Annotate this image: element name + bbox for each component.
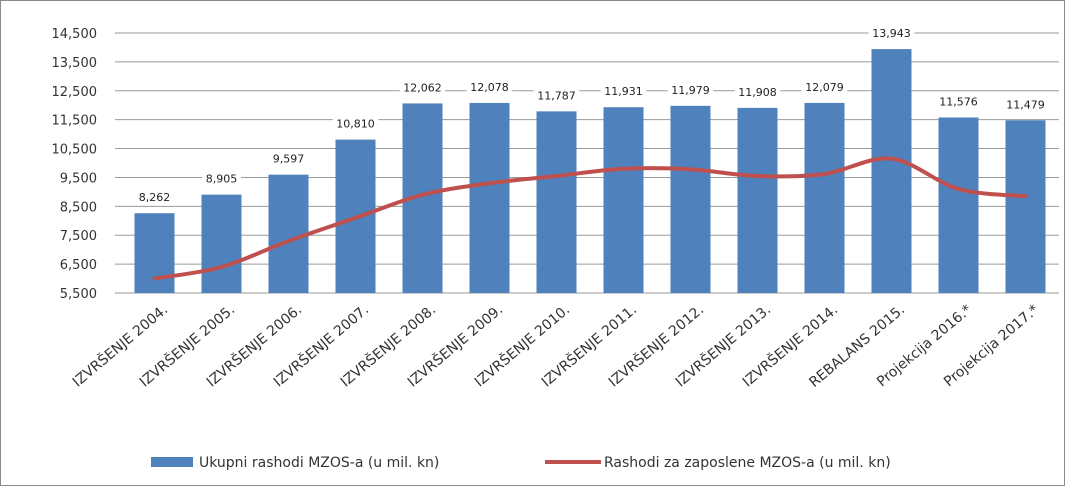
line-series xyxy=(152,156,1028,281)
bar xyxy=(737,107,778,293)
legend-swatch-bars xyxy=(151,457,193,467)
data-label-bg xyxy=(135,190,174,206)
data-label-bg xyxy=(1002,97,1049,113)
bar xyxy=(536,111,577,294)
data-label-bg xyxy=(466,79,513,95)
legend-label-bars: Ukupni rashodi MZOS-a (u mil. kn) xyxy=(199,455,439,471)
data-label: 11,931 xyxy=(604,85,643,98)
data-label: 12,078 xyxy=(470,81,509,94)
y-tick-label: 14,500 xyxy=(52,27,98,42)
data-label: 11,979 xyxy=(671,84,710,97)
data-label: 11,479 xyxy=(1006,98,1045,111)
y-tick-label: 12,500 xyxy=(52,85,98,100)
legend: Ukupni rashodi MZOS-a (u mil. kn) Rashod… xyxy=(151,455,891,471)
y-tick-label: 6,500 xyxy=(60,258,97,273)
data-label: 13,943 xyxy=(872,27,911,40)
bar xyxy=(938,117,979,294)
bar xyxy=(201,194,242,293)
y-tick-label: 13,500 xyxy=(52,56,98,71)
data-label-bg xyxy=(600,84,647,100)
bar xyxy=(871,49,912,293)
data-label: 8,262 xyxy=(139,191,171,204)
data-label-bg xyxy=(332,116,379,132)
data-label: 10,810 xyxy=(336,118,375,131)
data-label: 8,905 xyxy=(206,173,238,186)
bar xyxy=(134,213,175,293)
data-label-bg xyxy=(801,79,848,95)
data-label-bg xyxy=(533,88,580,104)
x-axis: IZVRŠENJE 2004.IZVRŠENJE 2005.IZVRŠENJE … xyxy=(69,300,1043,391)
data-labels: 8,262 8,905 9,597 10,810 12,062 12,078 11,787 1… xyxy=(135,26,1049,206)
data-label: 9,597 xyxy=(273,153,305,166)
data-label: 11,908 xyxy=(738,86,777,99)
bar xyxy=(469,102,510,293)
data-label-bg xyxy=(399,80,446,96)
bar xyxy=(804,102,845,293)
data-label-bg xyxy=(734,84,781,100)
data-label: 11,787 xyxy=(537,89,576,102)
bar xyxy=(1005,120,1046,293)
data-label-bg xyxy=(269,151,308,167)
data-label: 12,079 xyxy=(805,81,844,94)
y-tick-label: 7,500 xyxy=(60,229,97,244)
data-label-bg xyxy=(935,94,982,110)
y-tick-label: 9,500 xyxy=(60,171,97,186)
y-tick-label: 10,500 xyxy=(52,143,98,158)
legend-label-line: Rashodi za zaposlene MZOS-a (u mil. kn) xyxy=(604,455,891,471)
data-label-bg xyxy=(868,26,915,42)
data-label: 12,062 xyxy=(403,81,442,94)
data-label-bg xyxy=(667,82,714,98)
bar xyxy=(268,174,309,293)
bar xyxy=(670,105,711,293)
y-tick-label: 5,500 xyxy=(60,287,97,302)
data-label: 11,576 xyxy=(939,95,978,108)
y-axis: 5,500 6,500 7,500 8,500 9,500 10,500 11,500 12,… xyxy=(52,27,98,302)
data-label-bg xyxy=(202,171,241,187)
y-tick-label: 11,500 xyxy=(52,114,98,129)
line-path xyxy=(152,156,1028,281)
bar xyxy=(603,107,644,294)
y-tick-label: 8,500 xyxy=(60,200,97,215)
bar-series xyxy=(134,49,1046,294)
